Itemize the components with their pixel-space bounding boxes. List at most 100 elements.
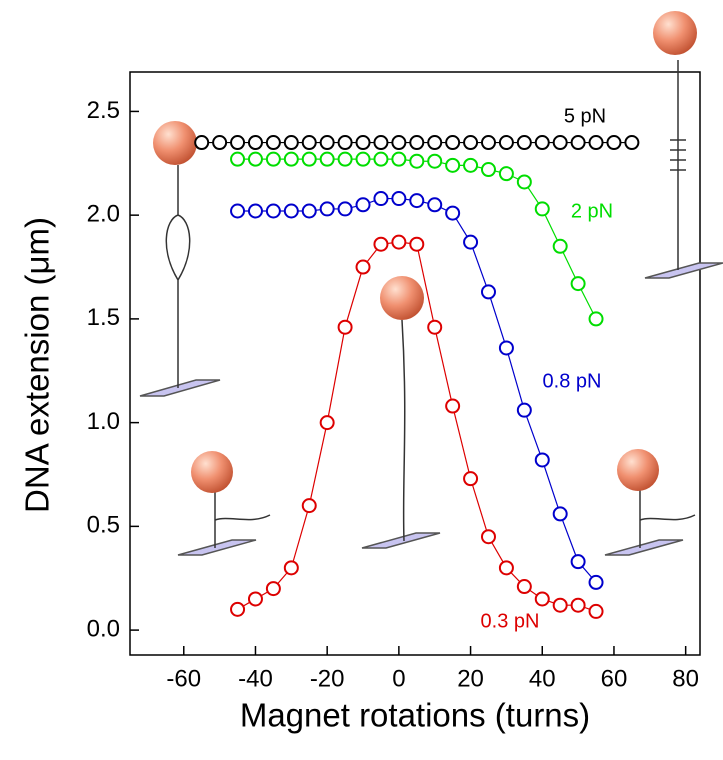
data-point xyxy=(212,135,228,151)
data-point xyxy=(445,205,461,221)
y-tick-label: 0.0 xyxy=(87,615,120,642)
data-point xyxy=(570,597,586,613)
data-point xyxy=(516,579,532,595)
data-point xyxy=(427,153,443,169)
y-tick-label: 1.0 xyxy=(87,408,120,435)
data-point xyxy=(337,319,353,335)
data-point xyxy=(247,203,263,219)
data-point xyxy=(391,151,407,167)
x-tick-label: -60 xyxy=(166,665,201,692)
plot-frame xyxy=(129,71,701,656)
data-point xyxy=(534,201,550,217)
x-tick-label: 40 xyxy=(529,665,556,692)
data-point xyxy=(355,151,371,167)
data-point xyxy=(373,151,389,167)
data-point xyxy=(463,471,479,487)
data-point xyxy=(570,276,586,292)
data-point xyxy=(301,203,317,219)
x-tick-label: 0 xyxy=(392,665,405,692)
data-point xyxy=(194,135,210,151)
y-tick-label: 1.5 xyxy=(87,304,120,331)
data-point xyxy=(588,574,604,590)
data-point xyxy=(355,197,371,213)
x-tick-label: 60 xyxy=(601,665,628,692)
data-point xyxy=(606,135,622,151)
data-point xyxy=(463,234,479,250)
data-point xyxy=(409,236,425,252)
x-tick-label: -40 xyxy=(238,665,273,692)
data-point xyxy=(552,597,568,613)
y-axis-title: DNA extension (μm) xyxy=(19,217,56,513)
data-point xyxy=(283,560,299,576)
data-point xyxy=(498,166,514,182)
data-point xyxy=(283,135,299,151)
data-point xyxy=(319,135,335,151)
data-point xyxy=(373,191,389,207)
data-point xyxy=(355,259,371,275)
data-point xyxy=(498,560,514,576)
data-point xyxy=(445,398,461,414)
data-point xyxy=(534,452,550,468)
data-point xyxy=(230,151,246,167)
data-point xyxy=(319,415,335,431)
data-point xyxy=(588,311,604,327)
data-point xyxy=(247,591,263,607)
data-point xyxy=(588,135,604,151)
data-point xyxy=(516,402,532,418)
data-point xyxy=(230,135,246,151)
data-point xyxy=(265,151,281,167)
data-point xyxy=(391,234,407,250)
x-tick-label: 20 xyxy=(457,665,484,692)
y-tick-label: 2.0 xyxy=(87,201,120,228)
series-label: 2 pN xyxy=(571,200,613,222)
x-tick-label: 80 xyxy=(672,665,699,692)
data-point xyxy=(534,591,550,607)
data-point xyxy=(463,157,479,173)
data-point xyxy=(445,157,461,173)
data-point xyxy=(624,135,640,151)
data-point xyxy=(319,201,335,217)
data-point xyxy=(463,135,479,151)
data-point xyxy=(301,135,317,151)
data-point xyxy=(427,135,443,151)
data-point xyxy=(480,529,496,545)
y-tick-label: 2.5 xyxy=(87,97,120,124)
series-label: 0.3 pN xyxy=(481,610,540,632)
data-point xyxy=(409,153,425,169)
data-point xyxy=(427,319,443,335)
data-point xyxy=(337,151,353,167)
data-point xyxy=(301,151,317,167)
data-point xyxy=(391,191,407,207)
data-point xyxy=(373,236,389,252)
data-point xyxy=(283,203,299,219)
data-point xyxy=(337,135,353,151)
data-point xyxy=(516,135,532,151)
data-point xyxy=(265,581,281,597)
data-point xyxy=(247,151,263,167)
data-point xyxy=(355,135,371,151)
data-point xyxy=(409,193,425,209)
data-point xyxy=(480,162,496,178)
data-point xyxy=(283,151,299,167)
data-point xyxy=(480,135,496,151)
data-point xyxy=(534,135,550,151)
data-point xyxy=(552,238,568,254)
data-point xyxy=(552,135,568,151)
data-point xyxy=(427,197,443,213)
data-point xyxy=(230,601,246,617)
data-point xyxy=(337,201,353,217)
y-tick-label: 0.5 xyxy=(87,512,120,539)
data-point xyxy=(319,151,335,167)
data-point xyxy=(301,498,317,514)
data-point xyxy=(570,554,586,570)
data-point xyxy=(498,340,514,356)
data-point xyxy=(516,174,532,190)
data-point xyxy=(247,135,263,151)
data-point xyxy=(498,135,514,151)
data-point xyxy=(391,135,407,151)
series-label: 0.8 pN xyxy=(543,370,602,392)
data-point xyxy=(373,135,389,151)
data-point xyxy=(265,135,281,151)
series-label: 5 pN xyxy=(564,105,606,127)
